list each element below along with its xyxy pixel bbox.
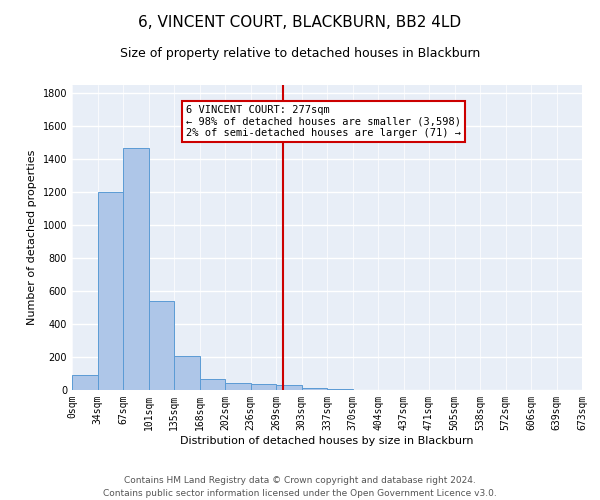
Text: 6, VINCENT COURT, BLACKBURN, BB2 4LD: 6, VINCENT COURT, BLACKBURN, BB2 4LD: [139, 15, 461, 30]
X-axis label: Distribution of detached houses by size in Blackburn: Distribution of detached houses by size …: [180, 436, 474, 446]
Bar: [97, 192, 123, 390]
Text: Size of property relative to detached houses in Blackburn: Size of property relative to detached ho…: [120, 48, 480, 60]
Bar: [302, 388, 327, 390]
Y-axis label: Number of detached properties: Number of detached properties: [27, 150, 37, 325]
Bar: [276, 386, 302, 390]
Bar: [225, 382, 251, 390]
Bar: [174, 356, 199, 390]
Text: Contains HM Land Registry data © Crown copyright and database right 2024.
Contai: Contains HM Land Registry data © Crown c…: [103, 476, 497, 498]
Bar: [199, 380, 225, 390]
Bar: [327, 389, 353, 390]
Bar: [72, 375, 97, 390]
Bar: [149, 301, 174, 390]
Bar: [251, 384, 276, 390]
Text: 6 VINCENT COURT: 277sqm
← 98% of detached houses are smaller (3,598)
2% of semi-: 6 VINCENT COURT: 277sqm ← 98% of detache…: [186, 105, 461, 138]
Bar: [123, 148, 149, 390]
